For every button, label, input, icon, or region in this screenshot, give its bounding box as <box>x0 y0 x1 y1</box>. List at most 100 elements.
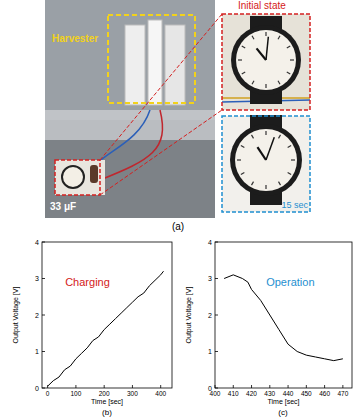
y-tick <box>42 388 45 389</box>
watch <box>62 166 84 188</box>
x-tick <box>215 385 216 388</box>
watch-face <box>235 129 297 191</box>
data-line <box>224 275 343 361</box>
y-tick <box>215 351 218 352</box>
watch-index <box>288 173 291 175</box>
x-tick-label: 400 <box>155 390 166 397</box>
x-axis-title: Time [sec] <box>91 398 123 406</box>
inset-frame <box>222 116 310 212</box>
initial-label: Initial state <box>238 0 286 11</box>
watch-index <box>287 72 290 74</box>
watch-hand <box>266 37 268 60</box>
watch-index <box>279 135 281 138</box>
watch-hand <box>266 137 274 160</box>
wire <box>100 110 163 180</box>
photo-panel: Harvester33 μFInitial state15 sec <box>45 0 310 218</box>
watch-index <box>237 159 241 160</box>
x-tick <box>324 385 325 388</box>
x-axis-title: Time [sec] <box>267 398 299 406</box>
y-tick-label: 3 <box>35 275 39 282</box>
x-tick <box>233 385 234 388</box>
harvester-box <box>108 15 195 103</box>
watch-index <box>252 135 254 138</box>
x-tick-label: 440 <box>283 390 294 397</box>
watch-index <box>242 46 245 48</box>
y-tick-label: 4 <box>208 239 212 246</box>
x-tick-label: 450 <box>301 390 312 397</box>
watch-index <box>241 146 244 148</box>
y-tick <box>42 315 45 316</box>
x-tick-label: 0 <box>46 390 50 397</box>
x-tick <box>342 385 343 388</box>
x-tick-label: 400 <box>210 390 221 397</box>
watch-index <box>278 81 280 84</box>
panel-label: (c) <box>278 408 288 417</box>
x-tick <box>306 385 307 388</box>
y-tick <box>215 242 218 243</box>
x-tick-label: 460 <box>319 390 330 397</box>
watch-index <box>278 36 280 39</box>
x-tick <box>269 385 270 388</box>
y-axis-title: Output Voltage [V] <box>185 287 193 344</box>
zoom-box <box>55 160 100 195</box>
inset-frame <box>222 14 310 110</box>
watch-index <box>252 182 254 185</box>
x-tick <box>160 385 161 388</box>
y-tick-label: 3 <box>208 275 212 282</box>
photo-background <box>45 0 215 218</box>
x-tick <box>251 385 252 388</box>
zoom-line <box>100 14 222 160</box>
chart: 01234400410420430440450460470Time [sec]O… <box>185 239 352 407</box>
y-tick <box>215 315 218 316</box>
watch-index <box>291 159 295 160</box>
watch-face <box>236 30 296 90</box>
watch-inset <box>231 16 301 104</box>
watch-index <box>238 59 242 60</box>
watch-index <box>241 173 244 175</box>
acrylic-case <box>45 110 215 140</box>
breadboard <box>55 160 105 195</box>
watch-hand <box>257 147 266 160</box>
x-tick <box>288 385 289 388</box>
chart: 012340100200300400Time [sec]Output Volta… <box>12 239 172 407</box>
y-tick-label: 4 <box>35 239 39 246</box>
watch-index <box>265 131 266 135</box>
inset-background <box>222 14 310 110</box>
watch-case <box>231 25 301 95</box>
x-tick-label: 430 <box>264 390 275 397</box>
y-tick <box>215 278 218 279</box>
x-tick <box>75 385 76 388</box>
x-tick <box>104 385 105 388</box>
y-tick <box>42 351 45 352</box>
photo-wall <box>45 0 215 120</box>
harvester-blade <box>148 20 162 105</box>
plot-data <box>224 275 343 361</box>
x-tick <box>132 385 133 388</box>
annotation: Operation <box>266 276 314 288</box>
figure: Harvester33 μFInitial state15 sec(a)0123… <box>0 0 357 418</box>
x-tick-label: 410 <box>228 390 239 397</box>
x-tick-label: 200 <box>99 390 110 397</box>
y-axis-title: Output Voltage [V] <box>12 287 20 344</box>
watch-index <box>252 81 254 84</box>
plot-frame <box>42 242 172 388</box>
annotation: Charging <box>65 276 110 288</box>
x-tick-label: 300 <box>127 390 138 397</box>
y-tick <box>42 242 45 243</box>
watch-index <box>288 146 291 148</box>
watch-index <box>279 182 281 185</box>
watch-inset <box>230 115 302 205</box>
zoom-line <box>100 110 222 195</box>
watch-hand <box>257 48 266 60</box>
plot-frame <box>215 242 352 388</box>
watch-index <box>265 84 266 88</box>
y-tick-label: 0 <box>35 385 39 392</box>
x-tick-label: 100 <box>70 390 81 397</box>
x-tick-label: 420 <box>246 390 257 397</box>
capacitor <box>90 165 98 183</box>
y-tick-label: 2 <box>35 312 39 319</box>
y-tick <box>42 278 45 279</box>
capacitor-label: 33 μF <box>50 201 76 212</box>
watch-case <box>230 124 302 196</box>
watch-index <box>242 72 245 74</box>
